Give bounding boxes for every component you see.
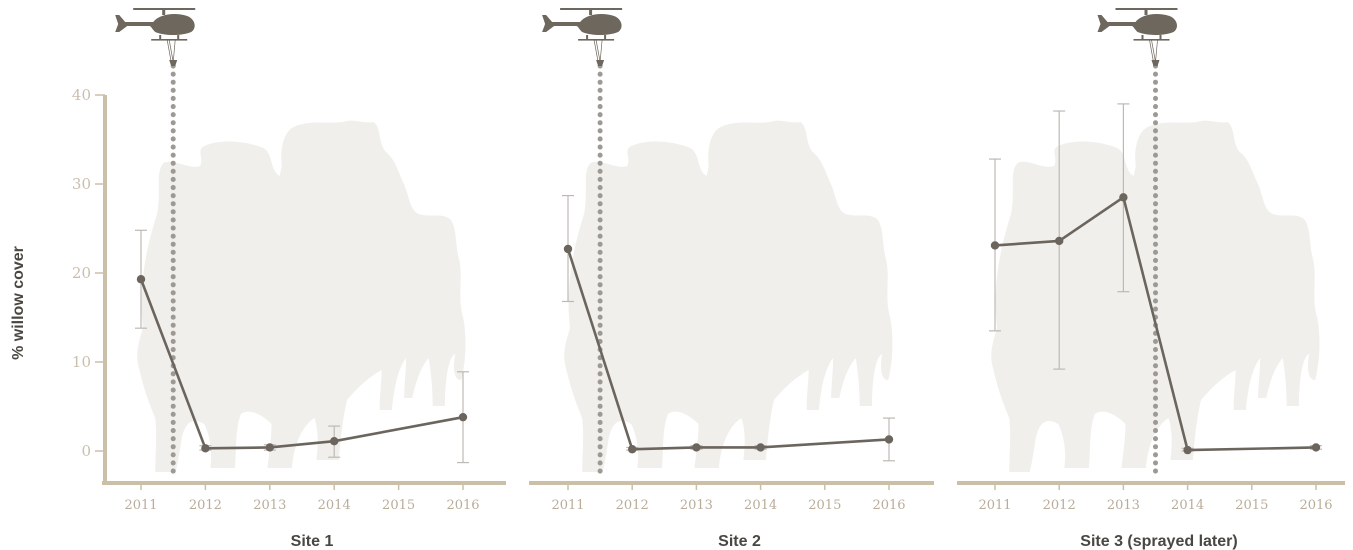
helicopter-cable [1149, 39, 1158, 63]
x-tick-label: 2016 [446, 498, 479, 513]
y-tick-label: 0 [81, 442, 91, 460]
panel-title: Site 1 [291, 533, 334, 550]
data-point [330, 437, 339, 446]
data-point [458, 412, 468, 422]
data-point [563, 244, 573, 254]
x-tick-label: 2012 [189, 498, 222, 513]
x-tick-label: 2011 [124, 498, 157, 513]
helicopter-body [115, 8, 196, 41]
helicopter-icon [1097, 8, 1178, 66]
x-tick-label: 2014 [318, 498, 351, 513]
x-tick-label: 2014 [1171, 498, 1204, 513]
chart-panel-2: 2011 2012 2013 2014 2015 2016 Site 2 [529, 8, 934, 550]
x-tick-label: 2013 [253, 498, 286, 513]
spray-bucket-icon [169, 60, 178, 66]
data-point [265, 443, 274, 452]
x-tick-label: 2016 [1299, 498, 1332, 513]
x-tick-label: 2015 [1235, 498, 1268, 513]
helicopter-icon [115, 8, 196, 66]
y-tick-label: 40 [72, 86, 91, 104]
spray-bucket-icon [596, 60, 605, 66]
panel-title: Site 3 (sprayed later) [1080, 533, 1237, 550]
helicopter-cable [166, 39, 176, 63]
moose-silhouette [564, 120, 893, 473]
x-tick-label: 2012 [1043, 498, 1076, 513]
data-point [692, 443, 701, 452]
x-tick-label: 2015 [808, 498, 841, 513]
x-tick-label: 2011 [978, 498, 1011, 513]
chart-panel-1: 0 10 20 30 40 2011 2012 2013 2014 2015 2016 Site 1 [72, 8, 506, 550]
y-axis-label: % willow cover [10, 246, 27, 360]
panel-title: Site 2 [718, 533, 761, 550]
x-tick-label: 2013 [680, 498, 713, 513]
x-tick-label: 2011 [551, 498, 584, 513]
data-point [990, 241, 1000, 250]
data-point [1183, 445, 1192, 455]
helicopter-body [1097, 8, 1178, 41]
helicopter-body [542, 8, 623, 41]
data-point [628, 445, 637, 454]
x-tick-label: 2016 [872, 498, 905, 513]
moose-silhouette [137, 120, 466, 473]
chart-panel-3: 2011 2012 2013 2014 2015 2016 Site 3 (sprayed … [957, 8, 1345, 550]
x-tick-label: 2013 [1107, 498, 1140, 513]
x-tick-label: 2012 [616, 498, 649, 513]
y-tick-label: 30 [72, 175, 91, 193]
data-point [756, 443, 765, 452]
data-point [201, 444, 210, 453]
data-point [136, 275, 146, 284]
data-point [1311, 443, 1321, 452]
x-tick-label: 2014 [744, 498, 777, 513]
data-point [1055, 236, 1064, 246]
data-point [1119, 193, 1128, 202]
spray-bucket-icon [1151, 60, 1160, 66]
helicopter-icon [542, 8, 623, 66]
y-tick-label: 20 [72, 264, 91, 282]
data-point [884, 435, 894, 444]
y-tick-label: 10 [72, 353, 91, 371]
x-tick-label: 2015 [382, 498, 415, 513]
helicopter-cable [593, 39, 603, 63]
